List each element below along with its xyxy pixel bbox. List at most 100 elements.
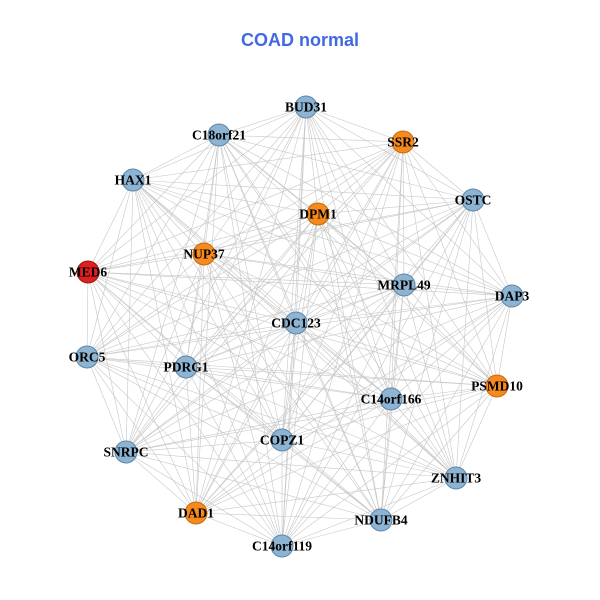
network-edge [281,199,474,547]
label-layer: BUD31 SSR2 C18orf21 HAX1 OSTC DPM1 NUP37 MED6 MR… [69,100,530,554]
network-edge [281,385,498,441]
network-edge [185,366,197,514]
network-edge [402,141,474,201]
network-edge [86,141,404,358]
network-edge [390,398,457,479]
network-edge [455,295,513,479]
network-node-snrpc [114,440,138,464]
network-edge [132,179,205,255]
network-edge [125,284,405,453]
network-edge [295,295,513,324]
network-edge [317,199,474,215]
network-edge [86,213,319,358]
network-edge [203,253,283,441]
network-edge [281,213,319,547]
network-edge [125,451,283,547]
node-label-mrpl49: MRPL49 [377,278,430,293]
network-edge [132,179,474,201]
network-edge [195,322,297,514]
network-edge [218,106,307,136]
network-edge [87,199,474,273]
node-label-c14orf119: C14orf119 [252,539,312,554]
network-edge [87,271,457,479]
network-edge [295,284,405,324]
network-edge [380,477,457,521]
network-node-znhit3 [444,466,468,490]
network-edge [125,253,205,453]
network-edge [195,512,382,521]
network-edge [496,295,513,387]
network-edge [281,284,405,547]
network-edge [132,179,513,297]
network-node-orc5 [75,345,99,369]
network-edge [87,271,405,286]
network-edge [185,141,404,368]
network-edge [87,271,382,521]
network-edge [203,253,513,297]
node-label-psmd10: PSMD10 [471,379,523,394]
network-edge [86,356,127,453]
network-edge [203,253,498,387]
node-label-bud31: BUD31 [285,100,327,115]
network-edge [305,106,319,215]
network-edge [203,253,283,547]
network-edge [87,271,283,547]
network-node-c18orf21 [207,123,231,147]
network-edge [86,106,307,358]
network-node-ostc [461,188,485,212]
network-edge [317,213,392,400]
network-edge [86,199,474,358]
node-label-ndufb4: NDUFB4 [354,513,407,528]
network-edge [281,295,513,441]
network-node-psmd10 [485,374,509,398]
network-edge [281,519,382,547]
network-edge [195,213,319,514]
network-edge [455,199,474,479]
network-edge [132,179,319,215]
network-edge [281,439,382,521]
network-edge [132,179,187,368]
network-edge [317,141,404,215]
network-node-c14orf166 [379,387,403,411]
network-edge [218,134,474,201]
network-edge [195,295,513,514]
network-edge [455,385,498,479]
network-edge [125,213,319,453]
network-edge [305,106,457,479]
node-layer [75,95,524,558]
network-edge [132,179,382,521]
network-edge [185,253,205,368]
network-edge [281,398,392,547]
network-edge [472,199,513,297]
node-label-c14orf166: C14orf166 [361,392,422,407]
network-edge [317,213,498,387]
network-edge [195,385,498,514]
network-node-med6 [76,260,100,284]
node-label-pdrg1: PDRG1 [164,360,209,375]
network-edge [86,356,498,387]
network-edge [195,512,283,547]
network-edge [203,199,474,255]
network-edge [195,134,220,514]
network-node-dad1 [184,501,208,525]
network-edge [125,141,404,453]
network-edge [402,141,457,479]
network-edge [87,271,197,514]
network-edge [295,106,307,324]
network-edge [390,141,404,400]
network-edge [185,366,392,400]
network-edge [218,134,404,143]
network-edge [86,253,205,358]
network-edge [390,295,513,400]
network-edge [87,134,220,273]
network-edge [86,284,405,358]
node-label-snrpc: SNRPC [103,445,148,460]
network-edge [195,439,283,514]
network-edge [281,439,457,479]
network-edge [380,295,513,521]
network-edge [402,141,498,387]
network-edge [195,477,457,514]
network-edge [125,366,187,453]
network-edge [203,253,405,286]
network-edge [380,398,392,521]
